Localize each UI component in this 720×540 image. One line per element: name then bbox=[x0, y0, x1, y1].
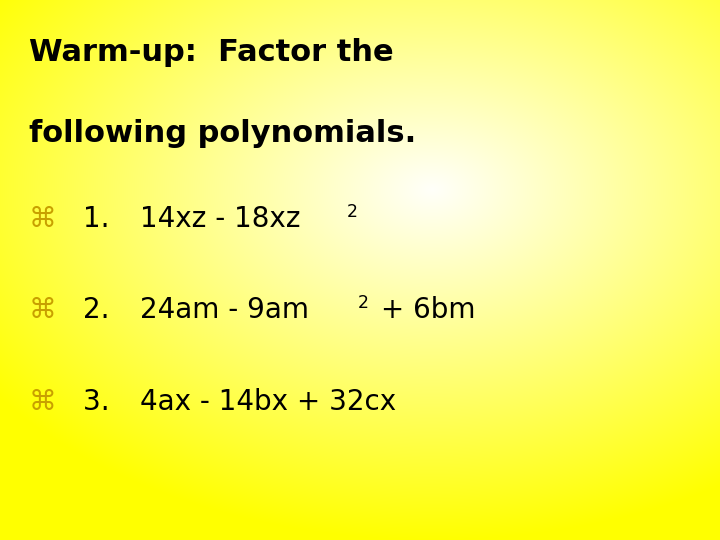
Text: ⌘: ⌘ bbox=[29, 388, 57, 416]
Text: 2: 2 bbox=[347, 202, 358, 221]
Text: 2: 2 bbox=[358, 294, 369, 313]
Text: following polynomials.: following polynomials. bbox=[29, 119, 416, 148]
Text: + 6bm: + 6bm bbox=[372, 296, 476, 325]
Text: 14xz - 18xz: 14xz - 18xz bbox=[140, 205, 300, 233]
Text: ⌘: ⌘ bbox=[29, 205, 57, 233]
Text: 2.: 2. bbox=[83, 296, 127, 325]
Text: Warm-up:  Factor the: Warm-up: Factor the bbox=[29, 38, 393, 67]
Text: 4ax - 14bx + 32cx: 4ax - 14bx + 32cx bbox=[140, 388, 396, 416]
Text: 3.: 3. bbox=[83, 388, 127, 416]
Text: 1.: 1. bbox=[83, 205, 127, 233]
Text: ⌘: ⌘ bbox=[29, 296, 57, 325]
Text: 24am - 9am: 24am - 9am bbox=[140, 296, 309, 325]
